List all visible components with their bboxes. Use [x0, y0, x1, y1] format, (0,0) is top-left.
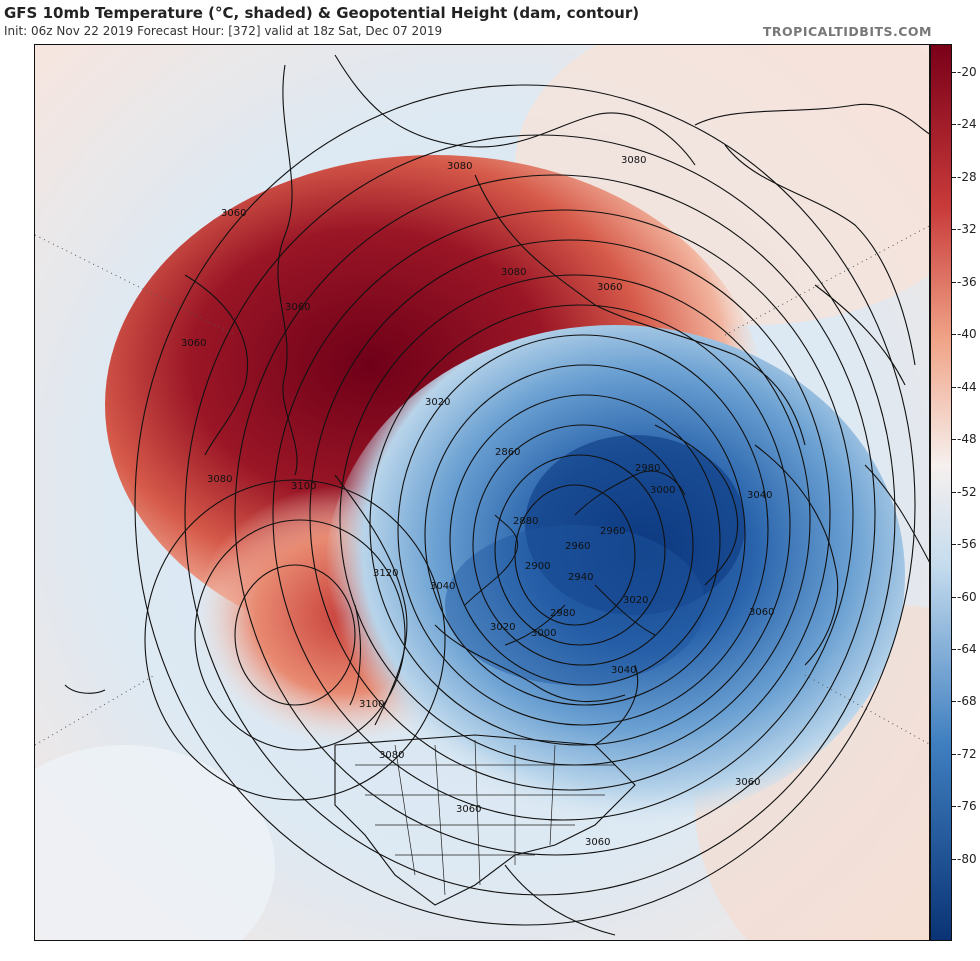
- contour-label: 3060: [749, 607, 774, 618]
- contour-label: 3040: [430, 581, 455, 592]
- contour-label: 3080: [379, 750, 404, 761]
- contour-label: 3080: [501, 267, 526, 278]
- contour-label: 3080: [207, 474, 232, 485]
- colorbar-label: -44: [957, 379, 977, 394]
- colorbar-tick: [952, 701, 956, 703]
- colorbar-tick: [952, 858, 956, 860]
- contour-label: 3060: [221, 208, 246, 219]
- colorbar-tick: [952, 439, 956, 441]
- contour-label: 3060: [456, 804, 481, 815]
- colorbar-label: -24: [957, 117, 977, 132]
- colorbar-label: -64: [957, 642, 977, 657]
- colorbar-label: -28: [957, 169, 977, 184]
- contour-label: 3000: [531, 628, 556, 639]
- contour-label: 3100: [359, 699, 384, 710]
- contour-label: 2980: [550, 608, 575, 619]
- colorbar-tick: [952, 491, 956, 493]
- contour-label: 2980: [635, 463, 660, 474]
- colorbar-label: -20: [957, 65, 977, 79]
- colorbar-tick: [952, 124, 956, 126]
- map-svg: 3080 3080 3060 3080 3060 3060 3060 3020 …: [35, 45, 929, 940]
- contour-label: 3060: [181, 338, 206, 349]
- colorbar-label: -40: [957, 327, 977, 342]
- colorbar-tick: [952, 806, 956, 808]
- contour-label: 3020: [425, 397, 450, 408]
- contour-label: 2900: [525, 561, 550, 572]
- colorbar-tick: [952, 596, 956, 598]
- colorbar-label: -76: [957, 799, 977, 814]
- colorbar-tick: [952, 229, 956, 231]
- colorbar-tick: [952, 753, 956, 755]
- contour-label-group: 3080 3080 3060 3080 3060 3060 3060 3020 …: [181, 155, 774, 848]
- contour-label: 2960: [565, 541, 590, 552]
- colorbar-label: -72: [957, 746, 977, 761]
- colorbar-label: -60: [957, 589, 977, 604]
- colorbar-tick: [952, 176, 956, 178]
- temperature-colorbar: [930, 44, 952, 941]
- height-contours: [134, 84, 916, 926]
- colorbar-label: -80: [957, 851, 977, 866]
- colorbar-tick: [952, 281, 956, 283]
- contour-label: 2940: [568, 572, 593, 583]
- colorbar-tick: [952, 544, 956, 546]
- brand-watermark: TROPICALTIDBITS.COM: [762, 24, 932, 39]
- contour-label: 2960: [600, 526, 625, 537]
- colorbar-label: -52: [957, 484, 977, 499]
- contour-label: 3000: [650, 485, 675, 496]
- contour-label: 3060: [735, 777, 760, 788]
- contour-label: 3100: [291, 481, 316, 492]
- colorbar-label: -68: [957, 694, 977, 709]
- colorbar-label: -32: [957, 222, 977, 237]
- contour-label: 3020: [623, 595, 648, 606]
- chart-title: GFS 10mb Temperature (°C, shaded) & Geop…: [4, 4, 640, 22]
- colorbar-tick: [952, 72, 956, 73]
- graticule: [35, 225, 929, 746]
- contour-label: 3060: [597, 282, 622, 293]
- contour-label: 3040: [611, 665, 636, 676]
- temperature-map: 3080 3080 3060 3080 3060 3060 3060 3020 …: [34, 44, 930, 941]
- colorbar-label: -48: [957, 432, 977, 447]
- contour-label: 3080: [621, 155, 646, 166]
- contour-label: 3080: [447, 161, 472, 172]
- contour-label: 3120: [373, 568, 398, 579]
- colorbar-tick: [952, 334, 956, 336]
- contour-label: 3060: [285, 302, 310, 313]
- chart-subtitle: Init: 06z Nov 22 2019 Forecast Hour: [37…: [4, 24, 443, 38]
- colorbar-tick: [952, 649, 956, 651]
- colorbar-label: -56: [957, 537, 977, 552]
- contour-label: 3040: [747, 490, 772, 501]
- contour-label: 3060: [585, 837, 610, 848]
- colorbar-tick: [952, 386, 956, 388]
- contour-label: 3020: [490, 622, 515, 633]
- contour-label: 2860: [495, 447, 520, 458]
- contour-label: 2880: [513, 516, 538, 527]
- colorbar-label: -36: [957, 274, 977, 289]
